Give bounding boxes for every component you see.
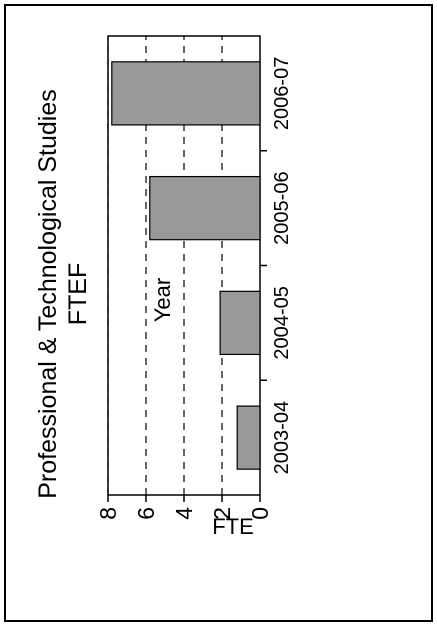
y-axis-title: FTE (212, 514, 254, 539)
chart-title: Professional & Technological Studies (34, 89, 62, 499)
y-tick-label: 2 (209, 507, 235, 520)
bar (149, 175, 261, 241)
chart-subtitle: FTEF (64, 263, 92, 326)
y-tick-label: 6 (133, 507, 159, 520)
x-tick-label: 2004-05 (271, 286, 293, 359)
chart-rotated-group: Professional & Technological Studies FTE… (34, 35, 293, 539)
y-tick-label: 8 (95, 507, 121, 520)
chart-local: Professional & Technological Studies FTE… (34, 35, 293, 539)
bar (219, 290, 261, 356)
x-tick-label: 2006-07 (271, 57, 293, 130)
x-axis-title: Year (150, 278, 175, 322)
y-tick-label: 0 (247, 507, 273, 520)
bar (236, 405, 261, 470)
bar (111, 61, 261, 126)
x-tick-label: 2005-06 (271, 171, 293, 244)
y-tick-label: 4 (171, 507, 197, 520)
x-tick-label: 2003-04 (271, 401, 293, 474)
